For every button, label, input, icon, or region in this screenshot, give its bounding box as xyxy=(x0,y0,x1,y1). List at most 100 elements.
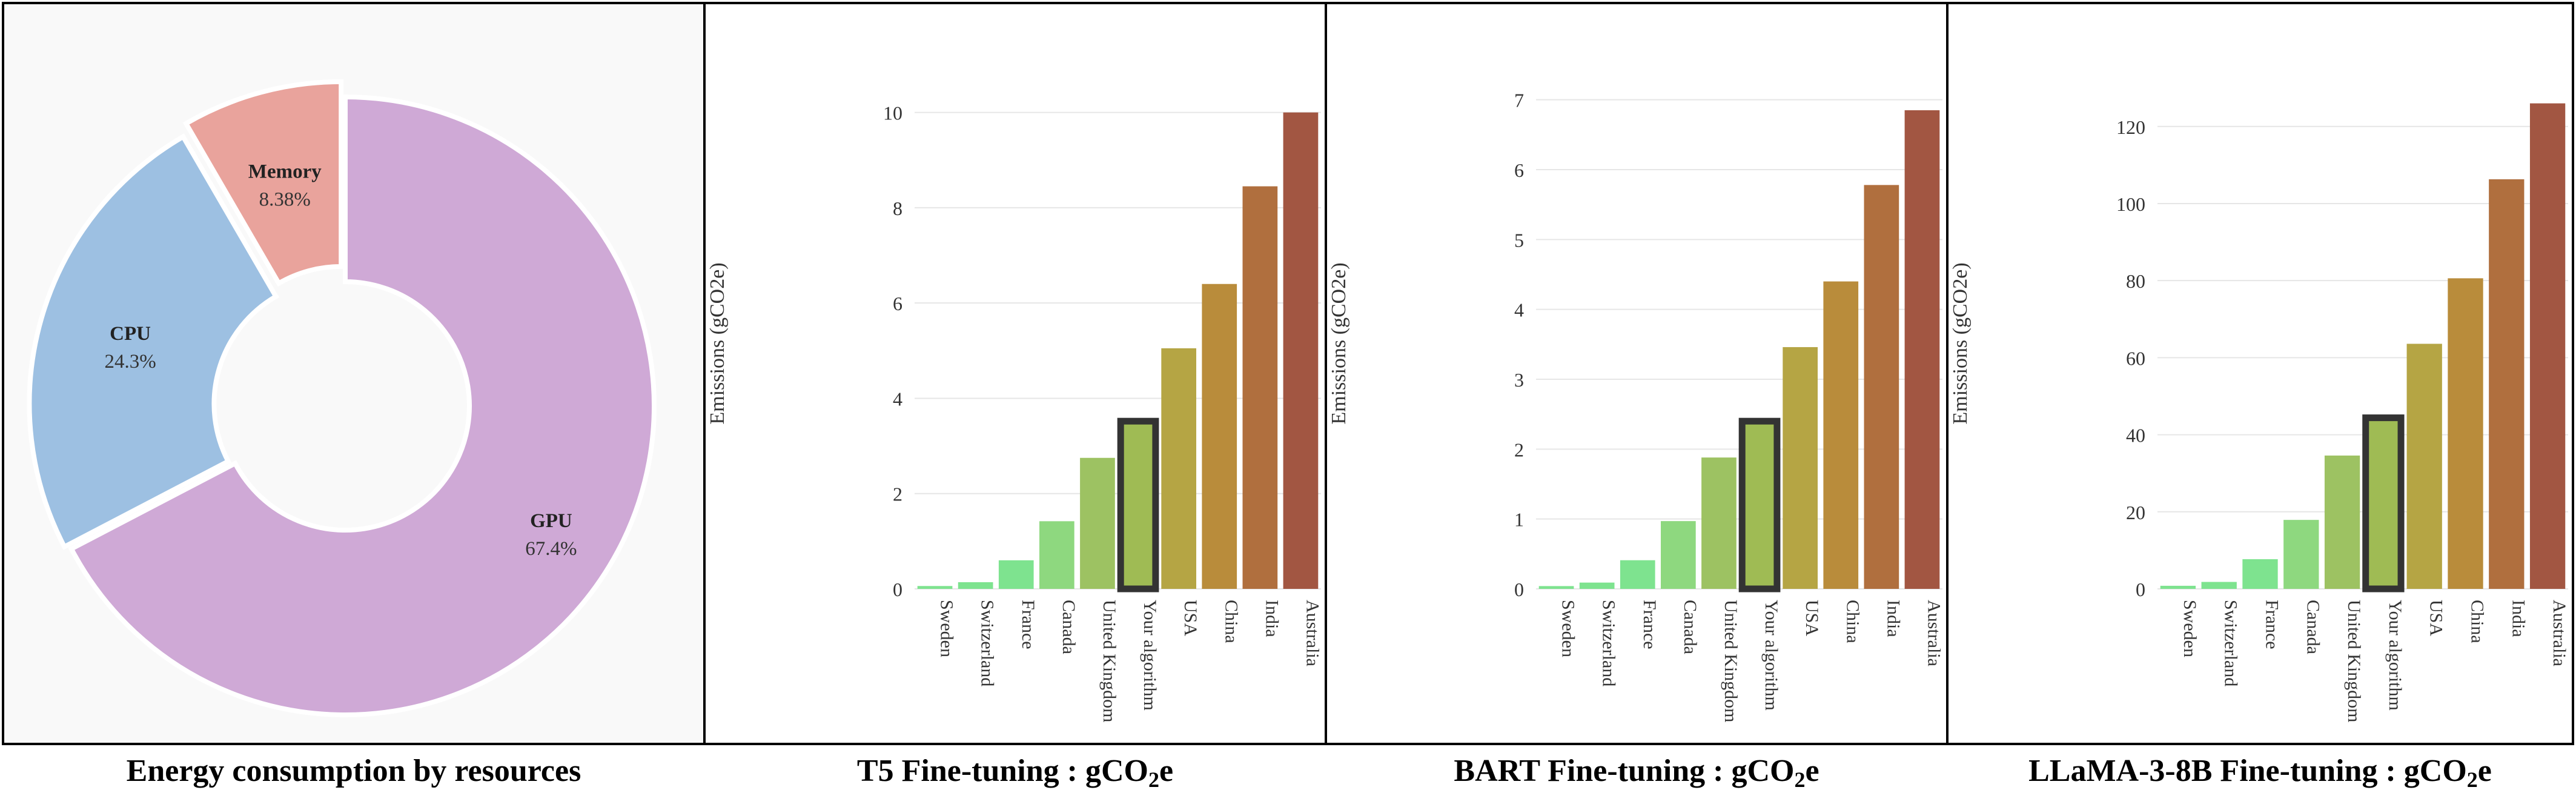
bar-sweden xyxy=(2160,585,2196,589)
bar-australia xyxy=(1904,110,1940,589)
bar-united-kingdom xyxy=(1080,457,1115,589)
x-tick-label: France xyxy=(1018,600,1038,649)
x-tick-label: Australia xyxy=(2549,600,2569,666)
y-tick-label: 6 xyxy=(1514,159,1524,181)
bar-australia xyxy=(1283,112,1319,589)
llama-title-sub: 2 xyxy=(2466,768,2478,792)
bar-canada xyxy=(1039,521,1074,589)
llama-chart-panel: Emissions (gCO2e) 0 20 40 60 80 100 120 Sweden Sw… xyxy=(1946,2,2574,745)
y-tick-label: 1 xyxy=(1514,509,1524,531)
y-tick-label: 2 xyxy=(893,483,902,505)
pie-slice-gpu xyxy=(68,94,657,717)
t5-chart-panel: Emissions (gCO2e) 0 2 4 6 8 10 Sweden Switzerlan… xyxy=(703,2,1327,745)
x-tick-label: Canada xyxy=(1680,600,1700,654)
x-tick-label: India xyxy=(1883,600,1903,637)
x-tick-label: China xyxy=(1843,600,1862,643)
bar-france xyxy=(2242,559,2278,589)
y-tick-label: 60 xyxy=(2126,347,2145,369)
bart-title-sub: 2 xyxy=(1794,768,1806,792)
bar-switzerland xyxy=(2201,582,2237,589)
y-tick-label: 4 xyxy=(1514,299,1524,321)
t5-bar-chart: Emissions (gCO2e) 0 2 4 6 8 10 Sweden Switzerlan… xyxy=(706,102,1322,723)
y-tick-label: 100 xyxy=(2116,193,2145,215)
y-tick-label: 0 xyxy=(1514,579,1524,600)
bar-united-kingdom xyxy=(2324,455,2360,589)
llama-title-tail: e xyxy=(2477,754,2492,788)
x-tick-label: Switzerland xyxy=(978,600,998,686)
y-tick-label: 8 xyxy=(893,198,902,219)
y-tick-label: 5 xyxy=(1514,229,1524,251)
bar-france xyxy=(1620,560,1655,589)
pie-value-memory: 8.38% xyxy=(259,189,311,211)
bar-india xyxy=(2489,179,2525,589)
pie-label-memory: Memory xyxy=(248,161,322,183)
pie-slice-cpu xyxy=(27,133,279,550)
bart-title-main: BART Fine-tuning : gCO xyxy=(1454,754,1795,788)
x-tick-label: Your algorithm xyxy=(1140,600,1160,711)
bar-your-algorithm xyxy=(1738,417,1781,593)
x-tick-label: China xyxy=(2468,600,2488,643)
y-tick-label: 0 xyxy=(893,579,902,600)
bar-usa xyxy=(1783,347,1818,589)
x-tick-label: USA xyxy=(1802,600,1822,636)
t5-title-sub: 2 xyxy=(1148,768,1159,792)
x-tick-label: Switzerland xyxy=(1599,600,1619,686)
x-tick-label: Your algorithm xyxy=(1761,600,1781,711)
bar-switzerland xyxy=(958,582,993,589)
x-tick-label: Sweden xyxy=(2180,600,2200,657)
y-tick-label: 120 xyxy=(2116,116,2145,138)
x-tick-label: Canada xyxy=(1059,600,1079,654)
y-tick-label: 80 xyxy=(2126,270,2145,292)
y-tick-label: 20 xyxy=(2126,502,2145,523)
x-tick-label: India xyxy=(1262,600,1282,637)
x-tick-label: USA xyxy=(1180,600,1200,636)
y-tick-label: 2 xyxy=(1514,439,1524,460)
x-tick-label: USA xyxy=(2426,600,2446,636)
bar-india xyxy=(1242,186,1278,589)
pie-value-gpu: 67.4% xyxy=(525,538,577,560)
bar-china xyxy=(1823,281,1859,589)
t5-chart-title: T5 Fine-tuning : gCO2e xyxy=(703,750,1327,792)
bar-usa xyxy=(2406,344,2442,589)
y-tick-label: 0 xyxy=(2136,579,2145,600)
bart-chart-panel: Emissions (gCO2e) 0 1 2 3 4 5 6 7 Sweden Switzerla… xyxy=(1325,2,1949,745)
bar-india xyxy=(1864,185,1899,589)
x-tick-label: Sweden xyxy=(937,600,957,657)
t5-title-main: T5 Fine-tuning : gCO xyxy=(856,754,1148,788)
bart-title-tail: e xyxy=(1805,754,1819,788)
pie-label-gpu: GPU xyxy=(530,510,572,532)
llama-title-main: LLaMA-3-8B Fine-tuning : gCO xyxy=(2028,754,2467,788)
pie-slice-memory xyxy=(182,79,344,287)
pie-chart-title: Energy consumption by resources xyxy=(2,750,706,792)
x-tick-label: Switzerland xyxy=(2221,600,2241,686)
bar-your-algorithm xyxy=(2362,414,2405,593)
y-tick-label: 10 xyxy=(883,102,902,124)
t5-title-tail: e xyxy=(1159,754,1174,788)
y-tick-label: 6 xyxy=(893,293,902,314)
x-tick-label: Your algorithm xyxy=(2385,600,2405,711)
y-axis-title: Emissions (gCO2e) xyxy=(706,262,729,424)
x-tick-label: United Kingdom xyxy=(1099,600,1119,723)
bar-china xyxy=(2448,278,2483,589)
bar-switzerland xyxy=(1579,582,1615,589)
pie-title-text: Energy consumption by resources xyxy=(126,754,581,788)
y-axis-title: Emissions (gCO2e) xyxy=(1328,262,1350,424)
bar-canada xyxy=(2283,520,2319,589)
bar-australia xyxy=(2529,103,2566,589)
x-tick-label: United Kingdom xyxy=(1721,600,1741,723)
llama-bar-chart: Emissions (gCO2e) 0 20 40 60 80 100 120 Sweden Sw… xyxy=(1949,103,2569,723)
y-tick-label: 40 xyxy=(2126,425,2145,446)
x-tick-label: France xyxy=(2262,600,2282,649)
x-tick-label: China xyxy=(1221,600,1241,643)
y-tick-label: 7 xyxy=(1514,90,1524,111)
x-tick-label: India xyxy=(2508,600,2528,637)
bar-canada xyxy=(1660,521,1696,589)
pie-label-cpu: CPU xyxy=(110,323,151,345)
pie-value-cpu: 24.3% xyxy=(104,351,156,373)
bar-sweden xyxy=(917,586,953,589)
bar-sweden xyxy=(1538,586,1574,589)
y-tick-label: 3 xyxy=(1514,369,1524,391)
y-axis-title: Emissions (gCO2e) xyxy=(1949,262,1972,424)
bart-bar-chart: Emissions (gCO2e) 0 1 2 3 4 5 6 7 Sweden Switzerla… xyxy=(1328,90,1944,723)
bar-china xyxy=(1202,284,1237,589)
